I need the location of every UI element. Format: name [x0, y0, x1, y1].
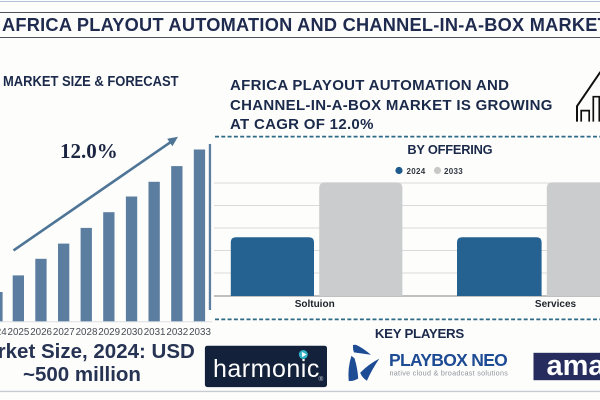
svg-text:harmonic: harmonic — [213, 355, 320, 383]
svg-text:PLAYBOX NEO: PLAYBOX NEO — [389, 350, 507, 370]
svg-text:native cloud & broadcast solut: native cloud & broadcast solutions — [390, 369, 509, 378]
svg-text:amagi: amagi — [547, 350, 600, 382]
svg-text:®: ® — [319, 375, 324, 383]
